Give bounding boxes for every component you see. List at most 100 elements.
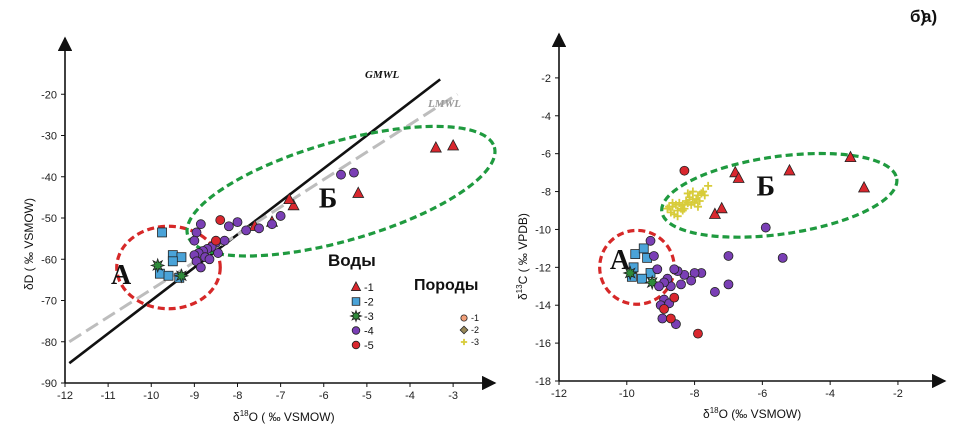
data-point <box>708 207 721 219</box>
x-tick-label: -12 <box>551 388 567 400</box>
cluster-label: А <box>111 260 132 291</box>
data-point <box>710 287 720 297</box>
x-tick-label: -8 <box>233 390 243 402</box>
gmwl-label: GMWL <box>365 69 400 81</box>
y-tick-label: -20 <box>41 89 57 101</box>
y-tick-label: -60 <box>41 254 57 266</box>
x-axis-label-b: δ18O (‰ VSMOW) <box>703 406 801 421</box>
legend-marker <box>351 297 361 306</box>
x-tick-label: -8 <box>690 388 700 400</box>
y-ticks-a: -90 -80 -70 -60 -50 -40 -30 -20 <box>41 89 65 390</box>
y-tick-label: -8 <box>541 187 551 199</box>
data-point <box>219 235 230 246</box>
data-point <box>693 328 703 339</box>
y-tick-label: -6 <box>541 149 551 161</box>
data-point <box>336 169 346 180</box>
y-ticks-b: -18 -16 -14 -12 -10 -8 -6 -4 -2 <box>535 73 559 388</box>
x-ticks-a: -12 -11 -10 -9 -8 -7 -6 -5 -4 -3 <box>57 383 458 402</box>
data-point <box>657 313 668 324</box>
data-point <box>649 251 659 261</box>
x-tick-label: -4 <box>405 390 415 402</box>
legend-label: -5 <box>364 340 374 352</box>
y-axis-label-b: δ13C ( ‰ VPDB) <box>515 213 530 300</box>
data-point <box>223 221 234 232</box>
data-point <box>287 198 300 211</box>
x-tick-label: -11 <box>101 390 116 402</box>
legend-label: -3 <box>471 337 479 347</box>
data-point <box>698 187 708 196</box>
cluster-ellipse-a <box>115 224 222 311</box>
legend-waters: -1 -2 -3 -4 -5 <box>349 281 374 352</box>
legend-title-rocks: Породы <box>414 277 478 294</box>
y-tick-label: -40 <box>41 172 57 184</box>
y-tick-label: -12 <box>535 262 551 274</box>
data-point <box>777 252 788 263</box>
data-point <box>844 150 857 163</box>
data-point <box>213 248 223 258</box>
panel-b-label: б) <box>910 7 926 26</box>
legend-label: -4 <box>364 326 374 338</box>
y-tick-label: -90 <box>41 378 57 390</box>
y-tick-label: -2 <box>541 73 551 85</box>
legend-marker <box>460 338 468 346</box>
data-point <box>723 279 734 290</box>
data-point <box>215 215 226 225</box>
legend-label: -1 <box>471 313 479 323</box>
legend-marker <box>349 309 363 323</box>
cluster-label: Б <box>756 171 775 202</box>
lmwl-line <box>68 92 459 344</box>
x-tick-label: -3 <box>448 390 458 402</box>
y-tick-label: -30 <box>41 131 57 143</box>
x-tick-label: -9 <box>189 390 199 402</box>
data-point <box>232 217 243 228</box>
y-tick-label: -18 <box>535 376 551 388</box>
data-point <box>679 165 690 176</box>
data-point <box>254 223 264 234</box>
data-point <box>157 227 167 238</box>
data-point <box>678 206 687 215</box>
data-point <box>638 243 649 254</box>
data-point <box>688 187 697 196</box>
data-point <box>704 181 713 190</box>
x-tick-label: -4 <box>825 388 835 400</box>
data-point <box>760 222 771 233</box>
x-tick-label: -12 <box>57 390 73 402</box>
y-tick-label: -10 <box>535 224 551 236</box>
data-point <box>652 264 663 275</box>
legend-marker <box>459 325 469 335</box>
reference-lines-a <box>68 78 459 365</box>
cluster-ellipse-b <box>185 124 497 258</box>
data-point <box>204 254 215 265</box>
x-tick-label: -5 <box>362 390 372 402</box>
data-point <box>275 211 286 221</box>
x-tick-label: -10 <box>619 388 635 400</box>
data-point <box>267 219 277 230</box>
data-point <box>683 189 692 198</box>
legend-label: -1 <box>364 282 374 294</box>
cluster-label: Б <box>319 184 338 215</box>
chart-panel-b: б) -12 -10 -8 -6 -4 -2 -18-16-14-12-10-8-6-4-… <box>515 7 947 421</box>
legend-label: -3 <box>364 311 374 323</box>
data-point <box>715 201 728 214</box>
data-point <box>665 313 676 324</box>
x-axis-label-a: δ18O ( ‰ VSMOW) <box>233 409 335 424</box>
data-point <box>732 171 745 183</box>
data-point <box>173 268 190 284</box>
data-point <box>695 196 704 206</box>
data-point <box>211 235 221 246</box>
data-point <box>676 279 686 290</box>
data-point <box>195 219 206 230</box>
data-point <box>149 257 166 274</box>
data-point <box>659 304 669 314</box>
x-tick-label: -6 <box>757 388 767 400</box>
legend-rocks: -1 -2 -3 <box>459 313 479 347</box>
data-point <box>191 227 202 238</box>
y-tick-label: -80 <box>41 337 57 349</box>
legend-label: -2 <box>364 297 374 309</box>
data-point <box>630 249 641 259</box>
data-point <box>857 180 871 193</box>
legend-marker <box>351 326 361 335</box>
x-ticks-b: -12 -10 -8 -6 -4 -2 <box>551 381 903 400</box>
x-tick-label: -2 <box>893 388 903 400</box>
y-tick-label: -50 <box>41 213 57 225</box>
